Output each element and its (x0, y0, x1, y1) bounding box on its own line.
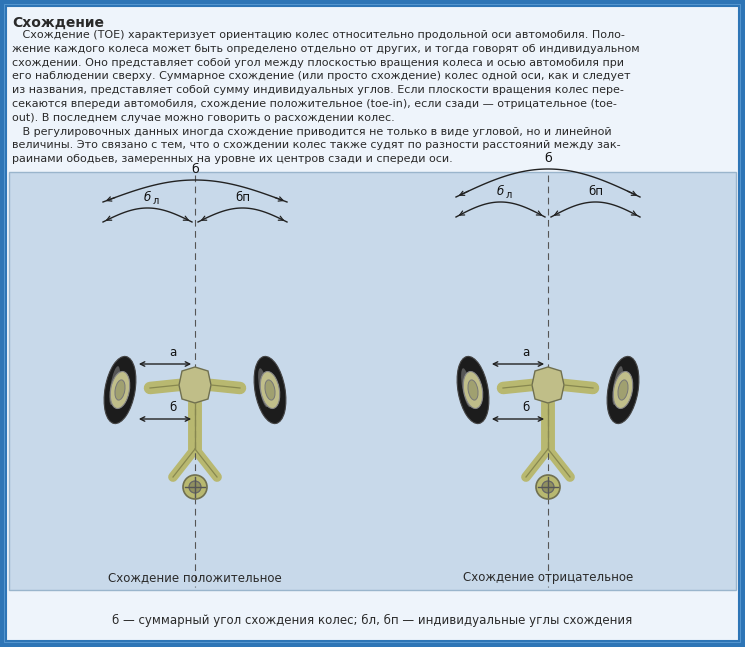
Text: схождении. Оно представляет собой угол между плоскостью вращения колеса и осью а: схождении. Оно представляет собой угол м… (12, 58, 624, 67)
Ellipse shape (457, 356, 489, 424)
Ellipse shape (468, 380, 478, 400)
Ellipse shape (607, 356, 639, 424)
Ellipse shape (265, 380, 275, 400)
Circle shape (542, 481, 554, 493)
Text: а: а (169, 346, 177, 359)
Text: б: б (497, 185, 504, 198)
Ellipse shape (115, 380, 125, 400)
Text: б: б (544, 152, 552, 165)
Text: л: л (506, 190, 512, 200)
Text: В регулировочных данных иногда схождение приводится не только в виде угловой, но: В регулировочных данных иногда схождение… (12, 127, 612, 137)
Text: секаются впереди автомобиля, схождение положительное (toe-in), если сзади — отри: секаются впереди автомобиля, схождение п… (12, 99, 617, 109)
Ellipse shape (110, 366, 120, 405)
Ellipse shape (613, 371, 633, 408)
Polygon shape (179, 367, 211, 403)
Text: жение каждого колеса может быть определено отдельно от других, и тогда говорят о: жение каждого колеса может быть определе… (12, 44, 640, 54)
Ellipse shape (618, 380, 628, 400)
Ellipse shape (254, 356, 286, 424)
Text: бп: бп (588, 185, 603, 198)
Circle shape (536, 475, 560, 499)
Circle shape (183, 475, 207, 499)
Text: раинами ободьев, замеренных на уровне их центров сзади и спереди оси.: раинами ободьев, замеренных на уровне их… (12, 154, 453, 164)
Text: б: б (144, 191, 151, 204)
Ellipse shape (110, 371, 130, 408)
Text: бп: бп (235, 191, 250, 204)
Ellipse shape (104, 356, 136, 424)
Circle shape (189, 481, 201, 493)
Text: out). В последнем случае можно говорить о расхождении колес.: out). В последнем случае можно говорить … (12, 113, 395, 123)
Text: а: а (522, 346, 530, 359)
Ellipse shape (260, 371, 279, 408)
FancyBboxPatch shape (6, 6, 739, 641)
Ellipse shape (463, 371, 483, 408)
Text: Схождение положительное: Схождение положительное (108, 571, 282, 584)
Text: б: б (191, 163, 199, 176)
Text: его наблюдении сверху. Суммарное схождение (или просто схождение) колес одной ос: его наблюдении сверху. Суммарное схожден… (12, 71, 630, 82)
Polygon shape (532, 367, 564, 403)
Ellipse shape (461, 368, 472, 407)
Ellipse shape (612, 366, 623, 405)
Text: л: л (153, 196, 159, 206)
Ellipse shape (258, 368, 269, 407)
Text: Схождение (TOE) характеризует ориентацию колес относительно продольной оси автом: Схождение (TOE) характеризует ориентацию… (12, 30, 625, 40)
Text: б: б (522, 401, 530, 414)
Text: б — суммарный угол схождения колес; бл, бп — индивидуальные углы схождения: б — суммарный угол схождения колес; бл, … (112, 613, 633, 626)
Text: б: б (169, 401, 177, 414)
Text: из названия, представляет собой сумму индивидуальных углов. Если плоскости враще: из названия, представляет собой сумму ин… (12, 85, 624, 95)
Text: величины. Это связано с тем, что о схождении колес также судят по разности расст: величины. Это связано с тем, что о схожд… (12, 140, 621, 150)
FancyBboxPatch shape (9, 172, 736, 590)
Text: Схождение: Схождение (12, 16, 104, 30)
Text: Схождение отрицательное: Схождение отрицательное (463, 571, 633, 584)
